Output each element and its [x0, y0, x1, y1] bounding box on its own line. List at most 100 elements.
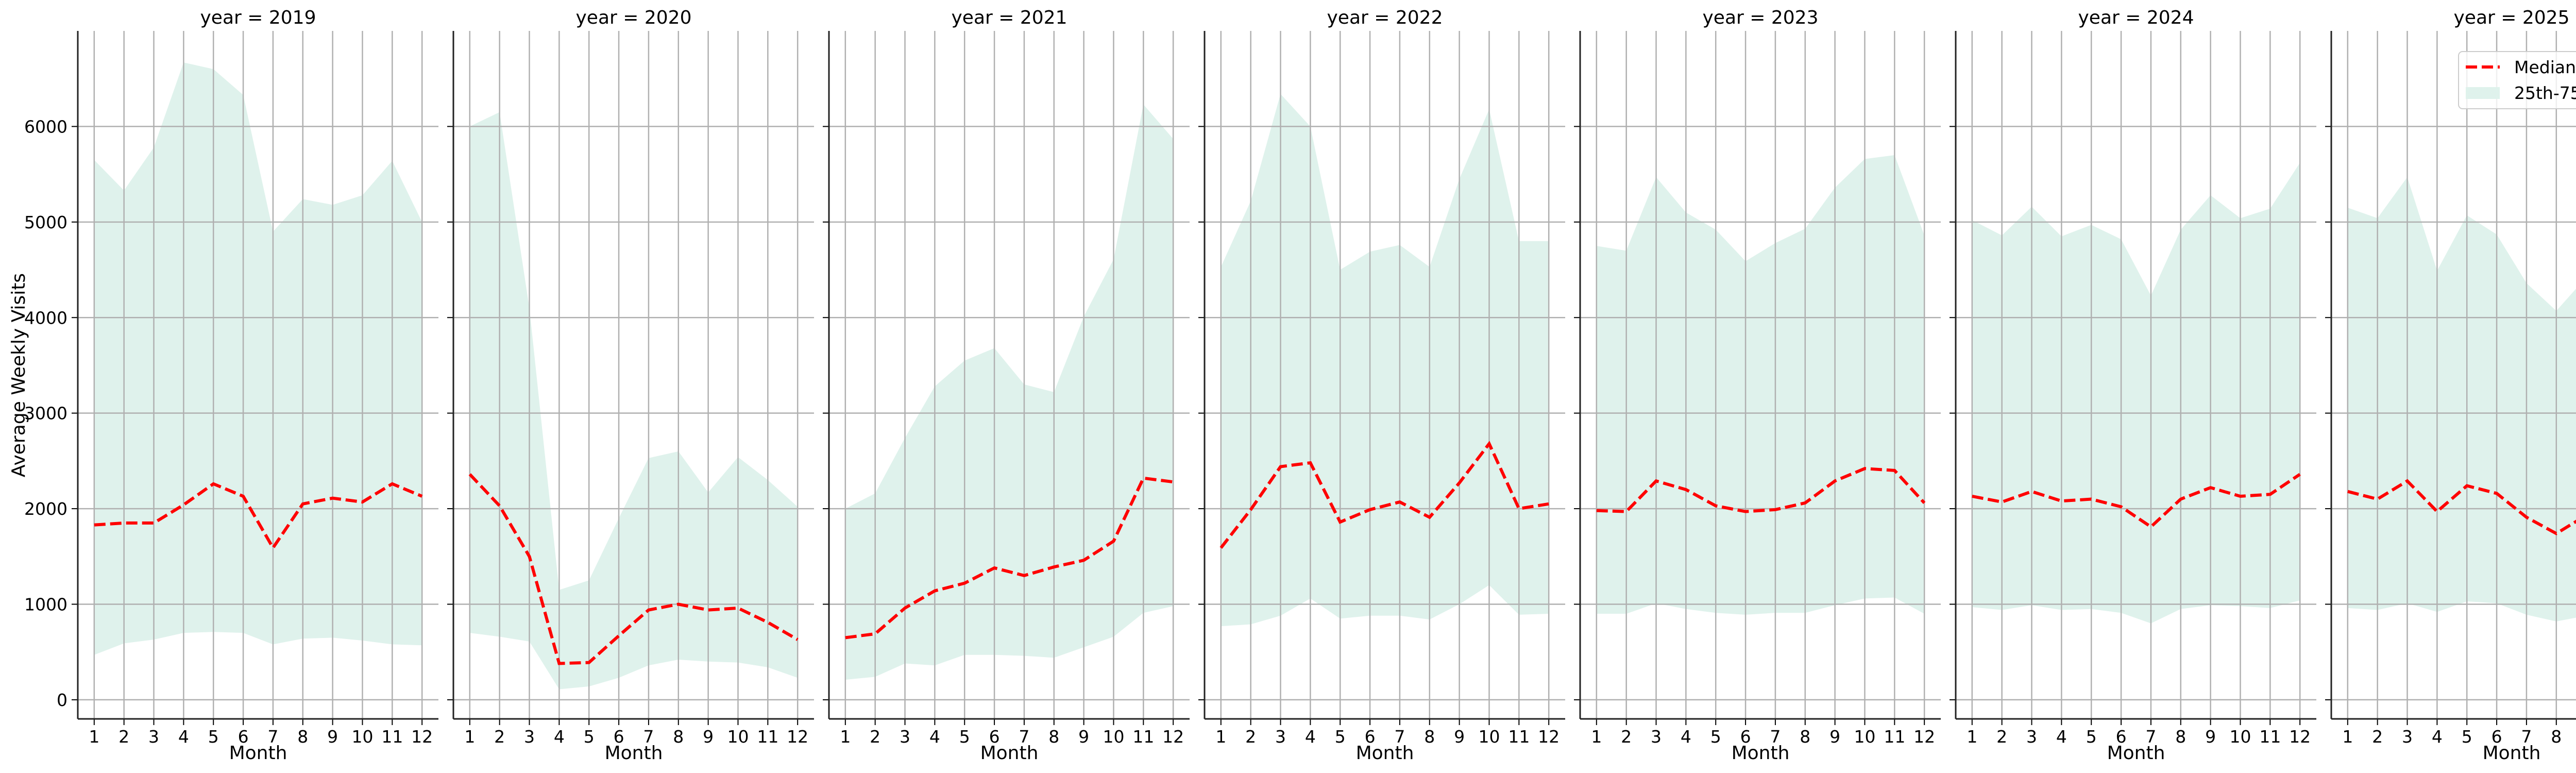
percentile-band	[845, 104, 1174, 680]
x-tick-label: 6	[614, 727, 624, 747]
x-tick-label: 2	[870, 727, 880, 747]
x-tick-label: 4	[2432, 727, 2443, 747]
x-axis-label: Month	[2483, 743, 2541, 764]
x-tick-label: 2	[2372, 727, 2383, 747]
x-tick-label: 2	[1996, 727, 2007, 747]
x-tick-label: 1	[89, 727, 99, 747]
x-tick-label: 12	[2289, 727, 2311, 747]
x-tick-label: 8	[2551, 727, 2562, 747]
x-tick-label: 4	[2056, 727, 2067, 747]
median-line	[1596, 467, 1926, 513]
x-tick-label: 7	[1770, 727, 1781, 747]
x-tick-label: 8	[297, 727, 308, 747]
panel-title: year = 2021	[952, 7, 1067, 28]
x-tick-label: 8	[1424, 727, 1435, 747]
median-line	[1972, 473, 2301, 529]
x-tick-label: 6	[238, 727, 249, 747]
x-tick-label: 9	[327, 727, 338, 747]
x-tick-label: 7	[2521, 727, 2532, 747]
x-axis-label: Month	[605, 743, 663, 764]
x-tick-label: 11	[757, 727, 778, 747]
x-tick-label: 11	[1508, 727, 1530, 747]
x-tick-label: 4	[178, 727, 189, 747]
y-axis-label: Average Weekly Visits	[8, 273, 29, 477]
x-tick-label: 10	[351, 727, 373, 747]
x-tick-label: 9	[1829, 727, 1840, 747]
percentile-band	[1596, 155, 1925, 615]
x-tick-label: 4	[929, 727, 940, 747]
x-tick-label: 6	[1740, 727, 1751, 747]
x-axis-label: Month	[229, 743, 287, 764]
x-tick-label: 7	[1019, 727, 1029, 747]
x-tick-label: 4	[1681, 727, 1691, 747]
panel-title: year = 2025	[2454, 7, 2570, 28]
y-tick-label: 3000	[24, 404, 67, 424]
percentile-band	[94, 62, 422, 655]
x-tick-label: 1	[1215, 727, 1226, 747]
percentile-band	[1221, 94, 1549, 627]
x-tick-label: 1	[1967, 727, 1977, 747]
median-line	[845, 476, 1174, 640]
x-tick-label: 10	[727, 727, 749, 747]
x-tick-label: 12	[1913, 727, 1935, 747]
x-tick-label: 3	[524, 727, 535, 747]
x-tick-label: 5	[1335, 727, 1346, 747]
x-tick-label: 11	[381, 727, 403, 747]
panel-title: year = 2019	[200, 7, 316, 28]
x-tick-label: 5	[584, 727, 595, 747]
x-tick-label: 1	[1591, 727, 1602, 747]
y-tick-label: 0	[57, 690, 67, 710]
median-line	[2347, 479, 2576, 535]
x-tick-label: 1	[464, 727, 475, 747]
x-tick-label: 9	[703, 727, 714, 747]
x-tick-label: 2	[118, 727, 129, 747]
x-axis-label: Month	[2107, 743, 2165, 764]
x-tick-label: 12	[1162, 727, 1184, 747]
x-tick-label: 3	[2402, 727, 2413, 747]
x-tick-label: 3	[2026, 727, 2037, 747]
x-tick-label: 3	[1651, 727, 1662, 747]
x-tick-label: 4	[554, 727, 565, 747]
median-line	[1219, 441, 1549, 549]
legend-band-swatch	[2466, 87, 2500, 99]
x-tick-label: 5	[2086, 727, 2097, 747]
y-tick-label: 1000	[24, 595, 67, 615]
y-tick-label: 6000	[24, 116, 67, 137]
x-tick-label: 6	[2492, 727, 2502, 747]
x-tick-label: 1	[840, 727, 851, 747]
percentile-band	[469, 112, 798, 690]
x-axis-label: Month	[980, 743, 1039, 764]
panel-title: year = 2024	[2078, 7, 2194, 28]
x-tick-label: 2	[494, 727, 505, 747]
legend-median-label: Median	[2514, 57, 2576, 77]
x-tick-label: 5	[2462, 727, 2472, 747]
y-tick-label: 2000	[24, 499, 67, 519]
x-tick-label: 6	[989, 727, 1000, 747]
x-tick-label: 10	[1478, 727, 1500, 747]
x-tick-label: 7	[643, 727, 654, 747]
panel-title: year = 2020	[576, 7, 692, 28]
x-tick-label: 5	[1710, 727, 1721, 747]
x-tick-label: 9	[1454, 727, 1465, 747]
x-tick-label: 11	[2259, 727, 2281, 747]
x-tick-label: 3	[148, 727, 159, 747]
x-tick-label: 7	[1394, 727, 1405, 747]
x-tick-label: 7	[267, 727, 278, 747]
x-axis-label: Month	[1356, 743, 1414, 764]
x-tick-label: 10	[1854, 727, 1875, 747]
x-tick-label: 11	[1884, 727, 1905, 747]
legend: Median 25th-75th Percentile	[2458, 51, 2576, 109]
y-tick-label: 4000	[24, 308, 67, 328]
x-tick-label: 3	[900, 727, 910, 747]
y-tick-label: 5000	[24, 212, 67, 232]
panel-title: year = 2022	[1327, 7, 1443, 28]
x-tick-label: 4	[1305, 727, 1316, 747]
legend-band-label: 25th-75th Percentile	[2514, 83, 2576, 103]
x-tick-label: 11	[1132, 727, 1154, 747]
